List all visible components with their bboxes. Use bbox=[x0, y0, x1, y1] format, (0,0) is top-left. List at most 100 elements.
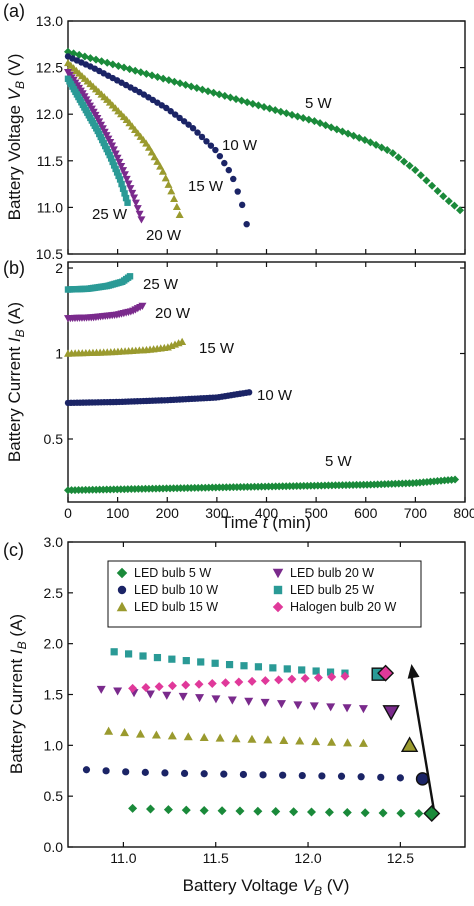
panel-c-ytick-label: 1.0 bbox=[44, 737, 64, 753]
panel-c-point-led-bulb-5-w bbox=[235, 806, 245, 816]
panel-a-ytick-label: 13.0 bbox=[36, 13, 63, 29]
panel-c-ytick-label: 1.5 bbox=[44, 687, 64, 703]
panel-a-point-5-w bbox=[192, 84, 201, 93]
panel-a-point-25-w bbox=[106, 151, 113, 159]
panel-c-point-led-bulb-25-w bbox=[312, 667, 320, 675]
panel-a-ytick-label: 10.5 bbox=[36, 246, 63, 262]
panel-c-highlight-led-bulb-5-w bbox=[423, 804, 441, 822]
legend-box bbox=[107, 560, 422, 628]
panel-a-point-15-w bbox=[156, 162, 165, 170]
panel-c-point-halogen-bulb-20-w bbox=[340, 671, 350, 681]
panel-a-point-5-w bbox=[237, 96, 246, 105]
panel-a-point-20-w bbox=[113, 154, 122, 162]
panel-a-point-10-w bbox=[180, 118, 188, 125]
panel-a-point-25-w bbox=[115, 172, 122, 180]
panel-c-point-led-bulb-25-w bbox=[139, 652, 147, 660]
legend-label-led-bulb-25-w: LED bulb 25 W bbox=[290, 583, 374, 597]
panel-a-point-5-w bbox=[153, 72, 162, 81]
panel-c-point-led-bulb-10-w bbox=[180, 769, 189, 777]
panel-c-point-led-bulb-20-w bbox=[277, 700, 287, 709]
panel-c-point-led-bulb-5-w bbox=[199, 805, 209, 815]
panel-a: (a) Battery Voltage VB (V) 10.511.011.51… bbox=[3, 1, 466, 262]
panel-a-point-5-w bbox=[243, 98, 252, 107]
panel-c-xtick-label: 11.5 bbox=[203, 850, 229, 866]
panel-a-point-5-w bbox=[411, 166, 420, 175]
panel-c-point-led-bulb-10-w bbox=[298, 771, 306, 780]
panel-c-point-led-bulb-25-w bbox=[182, 657, 190, 665]
panel-c-yticks: 0.0 0.5 1.0 1.5 2.0 2.5 3.0 bbox=[44, 534, 465, 855]
panel-b-series-labels: 25 W 20 W 15 W 10 W 5 W bbox=[143, 276, 353, 470]
panel-c-point-led-bulb-10-w bbox=[377, 773, 385, 781]
panel-a-point-20-w bbox=[137, 216, 146, 224]
panel-c-point-led-bulb-20-w bbox=[342, 704, 352, 713]
panel-c-point-led-bulb-15-w bbox=[183, 732, 193, 741]
panel-c-ytick-label: 0.5 bbox=[44, 788, 64, 804]
panel-c-point-halogen-bulb-20-w bbox=[287, 674, 297, 684]
panel-a-point-10-w bbox=[176, 114, 183, 122]
panel-c-point-led-bulb-10-w bbox=[122, 768, 130, 776]
panel-c-point-led-bulb-25-w bbox=[225, 660, 234, 669]
panel-c-point-led-bulb-25-w bbox=[211, 659, 219, 667]
panel-a-point-5-w bbox=[276, 107, 285, 116]
panel-a-point-25-w bbox=[109, 158, 116, 166]
panel-c-point-led-bulb-10-w bbox=[259, 771, 267, 779]
panel-a-point-20-w bbox=[115, 158, 124, 167]
panel-a-point-10-w bbox=[198, 133, 206, 141]
panel-c-point-led-bulb-20-w bbox=[162, 691, 172, 700]
panel-a-point-5-w bbox=[416, 171, 425, 180]
panel-a-point-20-w bbox=[135, 210, 144, 218]
panel-c-point-led-bulb-25-w bbox=[168, 655, 176, 663]
panel-a-point-25-w bbox=[122, 194, 130, 202]
panel-a-marks bbox=[64, 47, 465, 228]
panel-a-point-10-w bbox=[234, 188, 241, 195]
panel-c-highlight-led-bulb-10-w bbox=[415, 772, 430, 786]
legend-label-halogen-bulb-20-w: Halogen bulb 20 W bbox=[290, 600, 397, 614]
panel-c-point-led-bulb-10-w bbox=[396, 774, 404, 782]
panel-c-point-led-bulb-5-w bbox=[217, 806, 227, 816]
panel-c-xticks: 11.0 11.5 12.0 12.5 bbox=[110, 542, 414, 866]
panel-a-point-5-w bbox=[388, 149, 397, 158]
legend-marker-halogen-bulb-20-w bbox=[272, 601, 284, 613]
legend-marker-led-bulb-15-w bbox=[116, 601, 128, 612]
panel-b-ylabel: Battery Current IB (A) bbox=[5, 302, 27, 462]
panel-a-point-15-w bbox=[144, 143, 153, 151]
panel-c-highlight-halogen-bulb-20-w bbox=[377, 664, 395, 682]
panel-a-point-25-w bbox=[112, 165, 119, 173]
panel-a-point-5-w bbox=[120, 63, 129, 72]
panel-a-point-5-w bbox=[372, 140, 381, 149]
panel-c-point-led-bulb-5-w bbox=[163, 805, 173, 815]
panel-b-label-10-w: 10 W bbox=[257, 387, 293, 404]
panel-a-point-15-w bbox=[158, 167, 167, 175]
legend-marker-led-bulb-25-w bbox=[273, 585, 283, 595]
panel-b-xtick-label: 0 bbox=[64, 505, 72, 521]
panel-c-point-led-bulb-20-w bbox=[145, 690, 155, 699]
panel-a-point-5-w bbox=[377, 143, 386, 152]
panel-c-point-led-bulb-15-w bbox=[327, 737, 337, 746]
panel-a-point-10-w bbox=[167, 108, 174, 115]
panel-a-point-20-w bbox=[128, 189, 137, 198]
panel-c-point-led-bulb-25-w bbox=[153, 653, 162, 662]
panel-a-point-5-w bbox=[103, 58, 112, 67]
panel-a-point-25-w bbox=[116, 176, 124, 183]
panel-a-point-15-w bbox=[142, 139, 151, 147]
panel-b-point-15-w bbox=[178, 337, 187, 345]
panel-a-ytick-label: 12.5 bbox=[36, 60, 63, 76]
panel-b-label-15-w: 15 W bbox=[199, 340, 235, 357]
panel-c-point-led-bulb-25-w bbox=[254, 663, 263, 671]
panel-a-point-5-w bbox=[97, 57, 106, 66]
panel-b-xtick-label: 300 bbox=[205, 505, 229, 521]
panel-a-label-10-w: 10 W bbox=[222, 137, 258, 154]
panel-a-point-5-w bbox=[131, 66, 140, 75]
panel-c-point-led-bulb-5-w bbox=[146, 804, 156, 814]
panel-c-point-led-bulb-25-w bbox=[124, 650, 133, 658]
panel-a-point-10-w bbox=[230, 175, 237, 183]
panel-c-point-led-bulb-10-w bbox=[279, 771, 287, 779]
panel-a-point-5-w bbox=[360, 135, 369, 144]
panel-b-ytick-label: 2 bbox=[55, 260, 63, 276]
panel-c-point-led-bulb-10-w bbox=[337, 772, 346, 780]
panel-c-point-led-bulb-10-w bbox=[102, 767, 110, 775]
panel-a-point-5-w bbox=[450, 201, 459, 210]
panel-c-point-led-bulb-10-w bbox=[357, 773, 365, 781]
panel-c-point-led-bulb-5-w bbox=[378, 808, 388, 818]
panel-a-point-5-w bbox=[260, 102, 269, 111]
